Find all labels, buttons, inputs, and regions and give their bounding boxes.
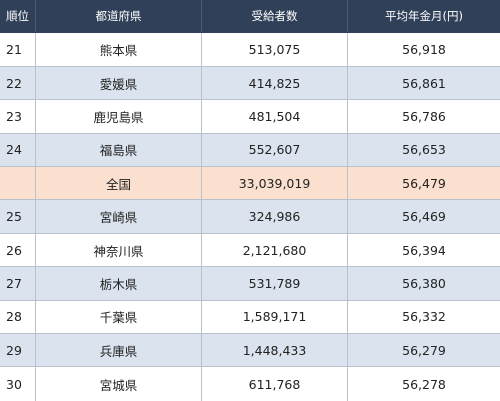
prefecture-cell: 兵庫県 [36,334,202,367]
avg-monthly-cell: 56,332 [402,309,446,325]
table-row: 24 福島県 552,607 56,653 [0,133,500,168]
prefecture-cell: 福島県 [36,133,202,167]
table-row: 25 宮崎県 324,986 56,469 [0,200,500,234]
table-body: 21 熊本県 513,075 56,918 22 愛媛県 414,825 56,861 23 鹿児… [0,33,500,401]
recipients-cell: 611,768 [202,367,348,401]
avg-monthly-cell: 56,786 [402,108,446,124]
table-row: 30 宮城県 611,768 56,278 [0,367,500,401]
avg-monthly-cell: 56,380 [402,275,446,291]
recipients-cell: 513,075 [202,33,348,66]
avg-monthly-cell: 56,279 [402,342,446,358]
rank-cell: 30 [0,367,36,401]
avg-monthly-cell: 56,653 [402,142,446,158]
rank-cell: 22 [0,66,36,100]
avg-monthly-cell: 56,278 [402,376,446,392]
prefecture-cell: 愛媛県 [36,66,202,100]
rank-cell [0,167,36,200]
rank-cell: 24 [0,133,36,167]
recipients-cell: 1,448,433 [202,334,348,367]
rank-cell: 25 [0,200,36,233]
rank-cell: 29 [0,334,36,367]
avg-monthly-cell: 56,861 [402,75,446,91]
recipients-cell: 324,986 [202,200,348,233]
prefecture-cell: 千葉県 [36,300,202,334]
prefecture-cell: 全国 [36,167,202,200]
recipients-cell: 414,825 [202,66,348,100]
header-recipients: 受給者数 [202,0,348,33]
rank-cell: 26 [0,233,36,267]
table-row: 22 愛媛県 414,825 56,861 [0,66,500,101]
prefecture-cell: 宮崎県 [36,200,202,233]
recipients-cell: 552,607 [202,133,348,167]
recipients-cell: 531,789 [202,267,348,300]
table-row-national-total: 全国 33,039,019 56,479 [0,167,500,201]
table-header-row: 順位 都道府県 受給者数 平均年金月(円) [0,0,500,34]
recipients-cell: 2,121,680 [202,233,348,267]
prefecture-cell: 熊本県 [36,33,202,66]
table-row: 29 兵庫県 1,448,433 56,279 [0,334,500,368]
prefecture-cell: 宮城県 [36,367,202,401]
recipients-cell: 481,504 [202,100,348,133]
table-row: 27 栃木県 531,789 56,380 [0,267,500,301]
recipients-cell: 1,589,171 [202,300,348,334]
header-prefecture: 都道府県 [36,0,202,33]
avg-monthly-cell: 56,479 [402,175,446,191]
recipients-cell: 33,039,019 [202,167,348,200]
table-row: 21 熊本県 513,075 56,918 [0,33,500,67]
header-avg-monthly: 平均年金月(円) [385,9,463,24]
table-row: 26 神奈川県 2,121,680 56,394 [0,233,500,268]
rank-cell: 21 [0,33,36,66]
rank-cell: 28 [0,300,36,334]
rank-cell: 23 [0,100,36,133]
prefecture-cell: 栃木県 [36,267,202,300]
prefecture-cell: 鹿児島県 [36,100,202,133]
table-row: 28 千葉県 1,589,171 56,332 [0,300,500,335]
avg-monthly-cell: 56,469 [402,209,446,225]
avg-monthly-cell: 56,394 [402,242,446,258]
prefecture-cell: 神奈川県 [36,233,202,267]
avg-monthly-cell: 56,918 [402,42,446,58]
rank-cell: 27 [0,267,36,300]
header-rank: 順位 [0,0,36,33]
table-row: 23 鹿児島県 481,504 56,786 [0,100,500,134]
